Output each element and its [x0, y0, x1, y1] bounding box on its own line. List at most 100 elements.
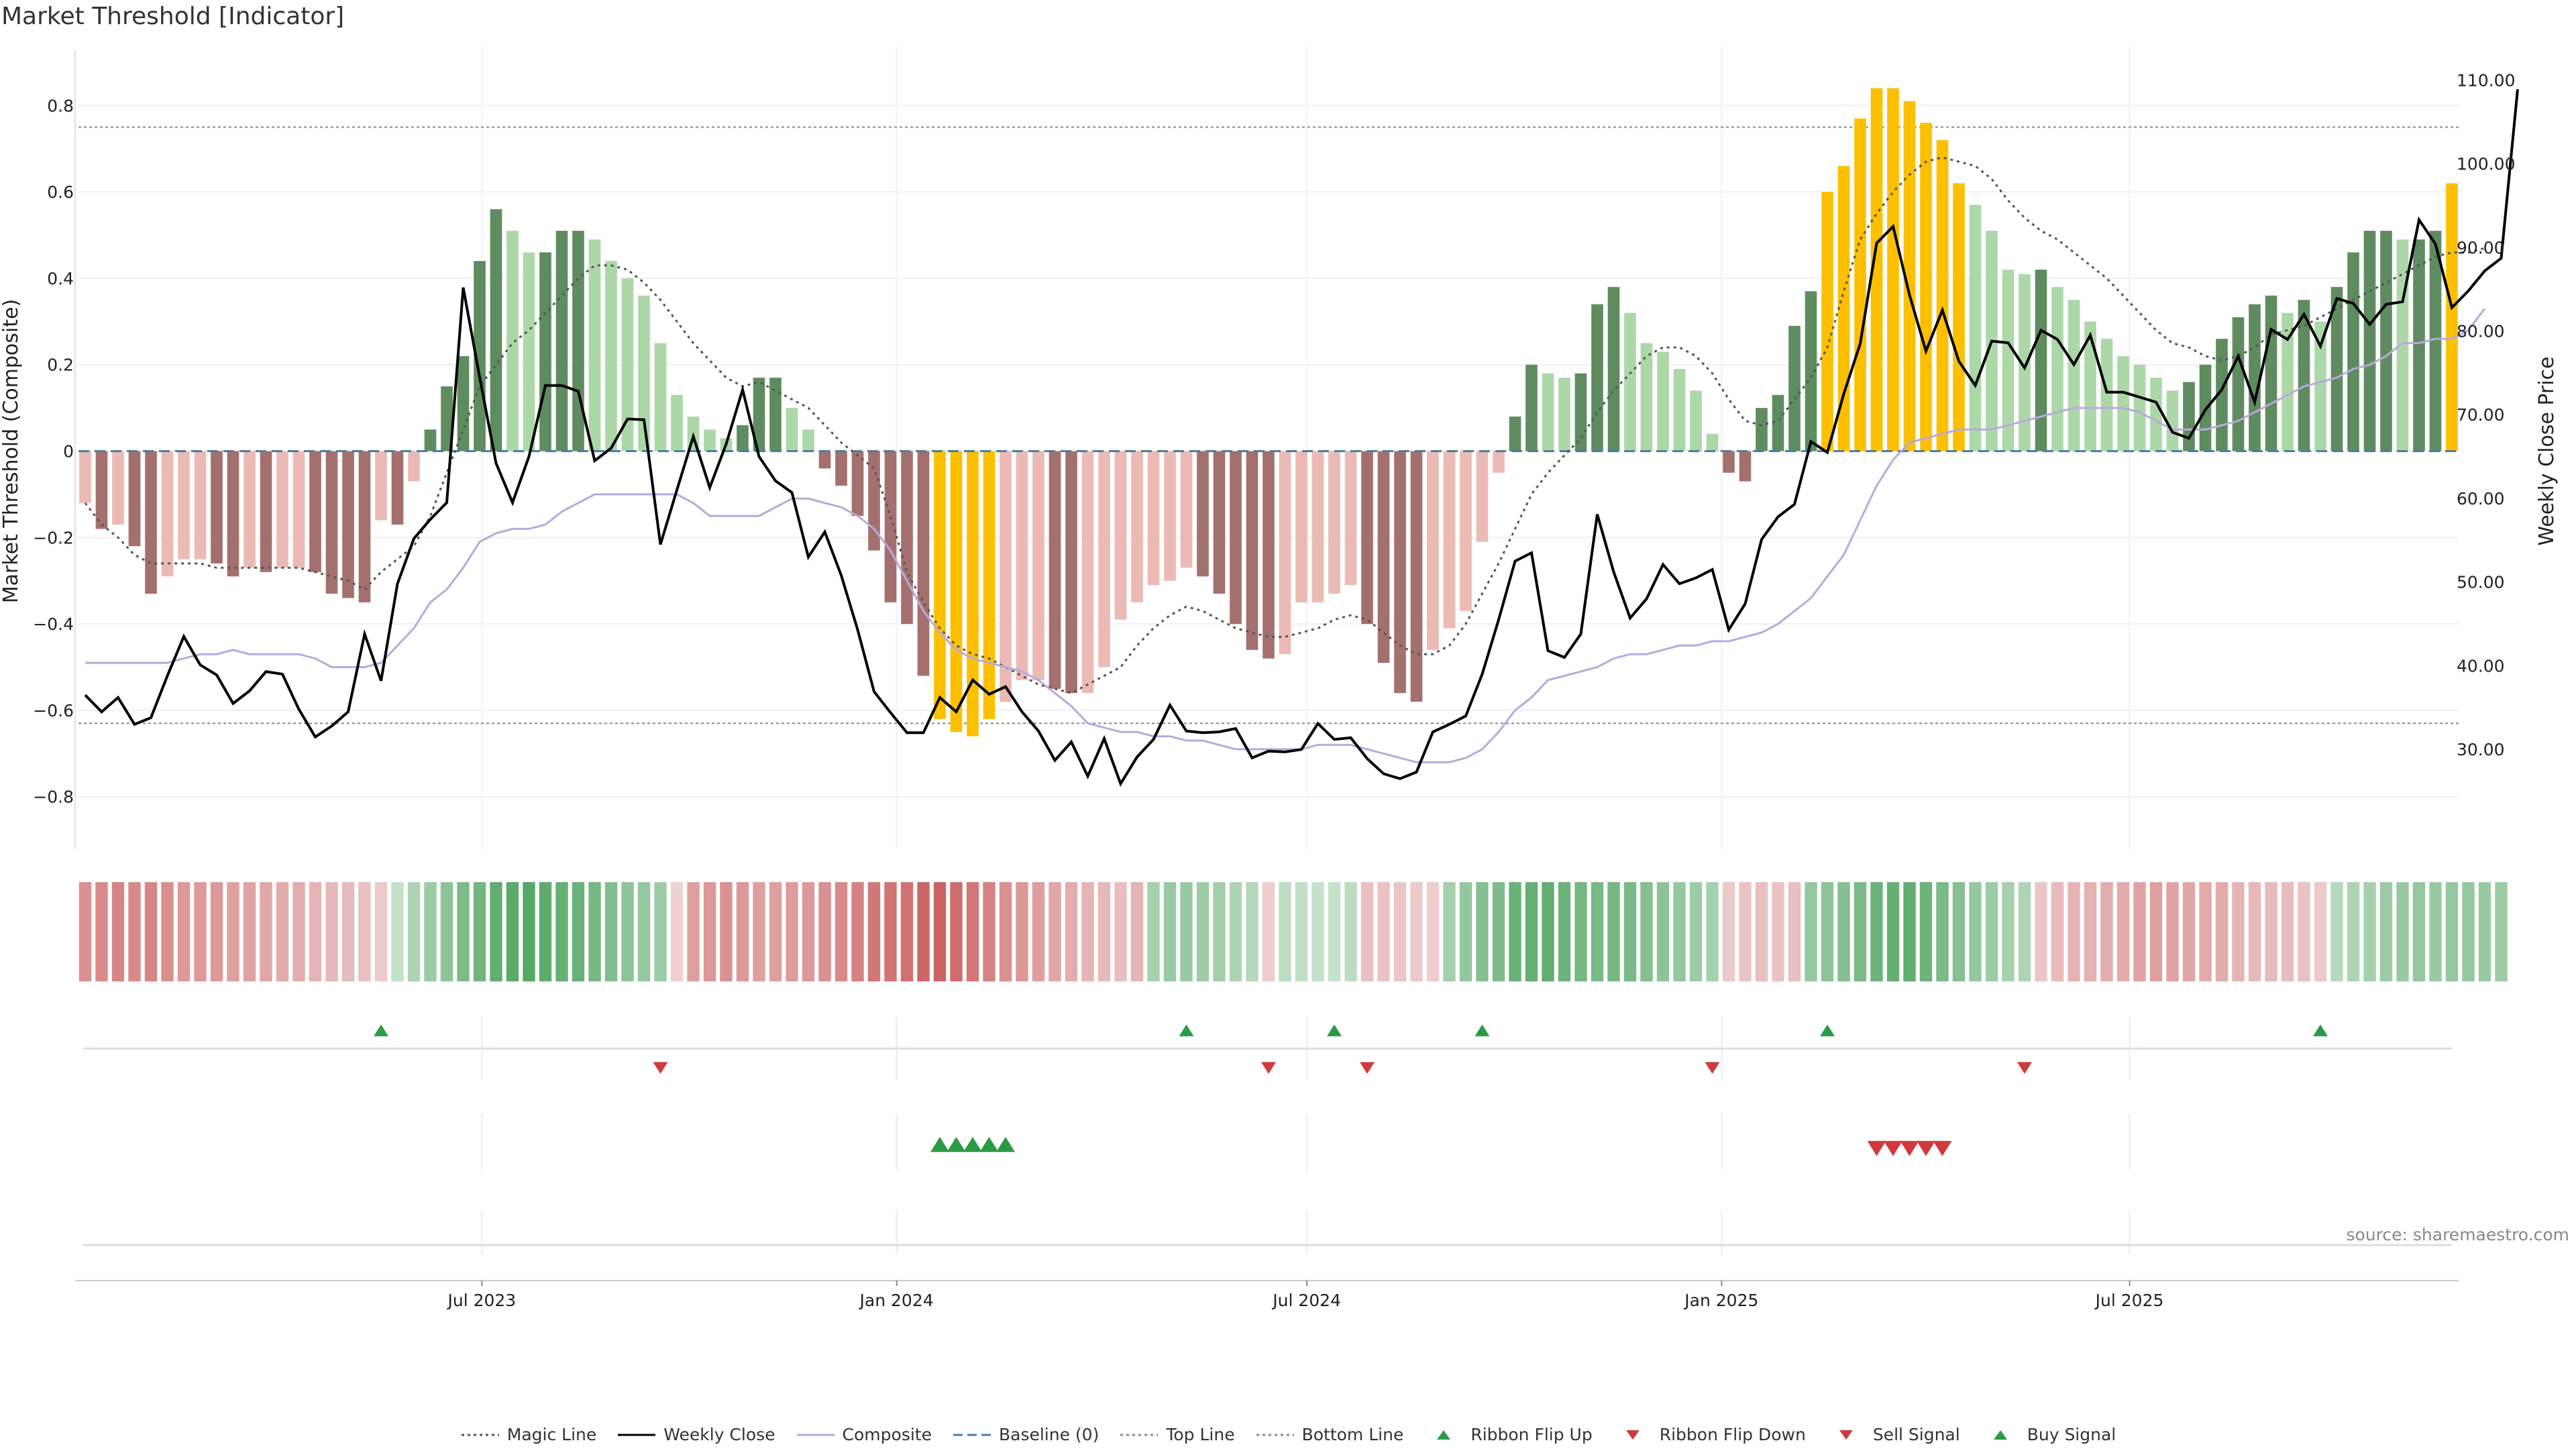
ribbon-cell	[736, 882, 749, 981]
ribbon-cell	[1739, 882, 1752, 981]
composite-bar	[2413, 239, 2425, 451]
dotted-line-icon	[1256, 1434, 1294, 1436]
composite-bar	[441, 386, 453, 451]
ytick-left-label: 0.6	[47, 182, 74, 202]
ribbon-cell	[588, 882, 601, 981]
legend-label: Ribbon Flip Up	[1470, 1425, 1593, 1444]
composite-bar	[2068, 300, 2080, 451]
ribbon-cell	[243, 882, 256, 981]
composite-bar	[786, 408, 798, 451]
triangle-up-icon	[1437, 1430, 1451, 1440]
ribbon-cell	[1377, 882, 1390, 981]
composite-bar	[474, 261, 486, 451]
ribbon-cell	[802, 882, 815, 981]
ribbon-cell	[1870, 882, 1883, 981]
ribbon-cell	[753, 882, 765, 981]
sell-signal-marker	[1867, 1140, 1886, 1157]
ytick-right-label: 90.00	[2457, 238, 2505, 258]
ribbon-cell	[621, 882, 634, 981]
solid-line-icon	[618, 1434, 656, 1436]
ribbon-cell	[703, 882, 716, 981]
ribbon-cell	[1016, 882, 1028, 981]
ribbon-cell	[999, 882, 1012, 981]
ribbon-cell	[1262, 882, 1275, 981]
ribbon-flip-up-marker	[1820, 1024, 1835, 1036]
ribbon-cell	[1509, 882, 1521, 981]
ribbon-cell	[1344, 882, 1357, 981]
composite-bar	[358, 451, 371, 602]
ytick-right-label: 70.00	[2457, 405, 2505, 425]
ribbon-cell	[457, 882, 470, 981]
composite-bar	[1147, 451, 1160, 586]
composite-bar	[1476, 451, 1489, 542]
composite-bar	[2314, 321, 2326, 451]
xtick-label: Jan 2025	[1683, 1291, 1758, 1310]
ribbon-cell	[1459, 882, 1472, 981]
composite-bar	[1000, 451, 1012, 702]
composite-bar	[1607, 286, 1620, 451]
composite-bar	[1410, 451, 1423, 702]
ribbon-cell	[2478, 882, 2491, 981]
composite-bar	[375, 451, 387, 521]
ribbon-cell	[1213, 882, 1226, 981]
composite-bar	[2002, 270, 2015, 451]
ribbon-cell	[1229, 882, 1242, 981]
ytick-right-label: 50.00	[2457, 573, 2505, 592]
composite-bar	[1246, 451, 1258, 650]
composite-bar	[2249, 304, 2261, 451]
ribbon-cell	[1936, 882, 1949, 981]
ribbon-cell	[506, 882, 519, 981]
xtick-label: Jul 2023	[446, 1291, 516, 1310]
ribbon-cell	[769, 882, 782, 981]
legend-label: Buy Signal	[2027, 1425, 2116, 1444]
ribbon-cell	[374, 882, 388, 981]
ytick-left-label: 0.2	[47, 356, 74, 375]
composite-bar	[1525, 364, 1538, 451]
ribbon-cell	[1097, 882, 1111, 981]
ribbon-cell	[1065, 882, 1078, 981]
ytick-left-label: 0.8	[47, 96, 74, 115]
composite-bar	[1493, 451, 1505, 473]
composite-bar	[704, 429, 716, 451]
sell-signal-marker	[1900, 1140, 1919, 1157]
ribbon-cell	[440, 882, 453, 981]
legend: Magic Line Weekly Close Composite Baseline …	[0, 1425, 2576, 1444]
composite-bar	[1016, 451, 1028, 680]
xtick-label: Jan 2024	[859, 1291, 934, 1310]
ribbon-cell	[2347, 882, 2360, 981]
ribbon-cell	[2018, 882, 2031, 981]
buy-signal-marker	[996, 1136, 1015, 1152]
ribbon-flip-down-marker	[1360, 1062, 1375, 1074]
ribbon-cell	[2265, 882, 2277, 981]
ribbon-cell	[1279, 882, 1291, 981]
ribbon-cell	[309, 882, 322, 981]
ribbon-cell	[1049, 882, 1061, 981]
composite-bar	[194, 451, 207, 559]
composite-bar	[1230, 451, 1242, 625]
composite-bar	[588, 239, 601, 451]
ribbon-cell	[950, 882, 963, 981]
ribbon-flip-panel	[83, 1024, 2452, 1074]
xtick-label: Jul 2025	[2094, 1291, 2164, 1310]
ribbon-cell	[128, 882, 141, 981]
composite-bars	[79, 88, 2458, 737]
ribbon-cell	[867, 882, 881, 981]
composite-bar	[950, 451, 963, 733]
ribbon-cell	[2215, 882, 2229, 981]
series-lines	[78, 89, 2519, 787]
composite-bar	[2446, 183, 2458, 451]
composite-bar	[325, 451, 338, 594]
composite-bar	[1624, 313, 1636, 451]
signal-panel	[930, 1136, 1952, 1157]
ribbon-cell	[1542, 882, 1554, 981]
ribbon-cell	[2051, 882, 2064, 981]
axes: 0.8 0.6 0.4 0.2 0 −0.2 −0.4 −0.6 −0.8 110.00 100.0…	[0, 50, 2559, 849]
ribbon-cell	[260, 882, 272, 981]
composite-bar	[1377, 451, 1390, 663]
ribbon-cell	[1886, 882, 1900, 981]
composite-bar	[2019, 274, 2031, 451]
buy-signal-marker	[979, 1136, 999, 1152]
composite-bar	[490, 209, 502, 451]
composite-bar	[2100, 339, 2113, 451]
buy-signal-marker	[947, 1136, 966, 1152]
